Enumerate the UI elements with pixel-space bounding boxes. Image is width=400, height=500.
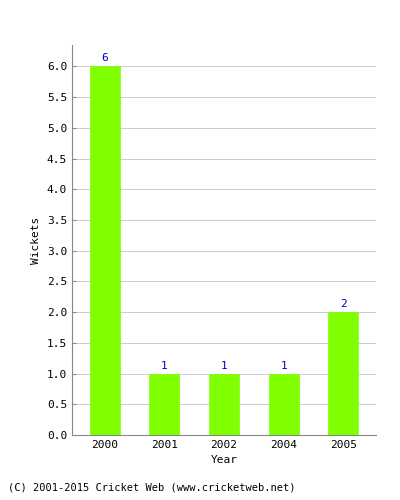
Y-axis label: Wickets: Wickets [31,216,41,264]
Text: 1: 1 [221,360,227,370]
Bar [90,66,120,435]
Text: (C) 2001-2015 Cricket Web (www.cricketweb.net): (C) 2001-2015 Cricket Web (www.cricketwe… [8,482,296,492]
Bar [269,374,298,435]
Text: 6: 6 [102,54,108,64]
Bar [328,312,358,435]
Text: 1: 1 [161,360,168,370]
X-axis label: Year: Year [210,456,238,466]
Bar [150,374,179,435]
Bar [209,374,239,435]
Text: 2: 2 [340,299,346,309]
Text: 1: 1 [280,360,287,370]
